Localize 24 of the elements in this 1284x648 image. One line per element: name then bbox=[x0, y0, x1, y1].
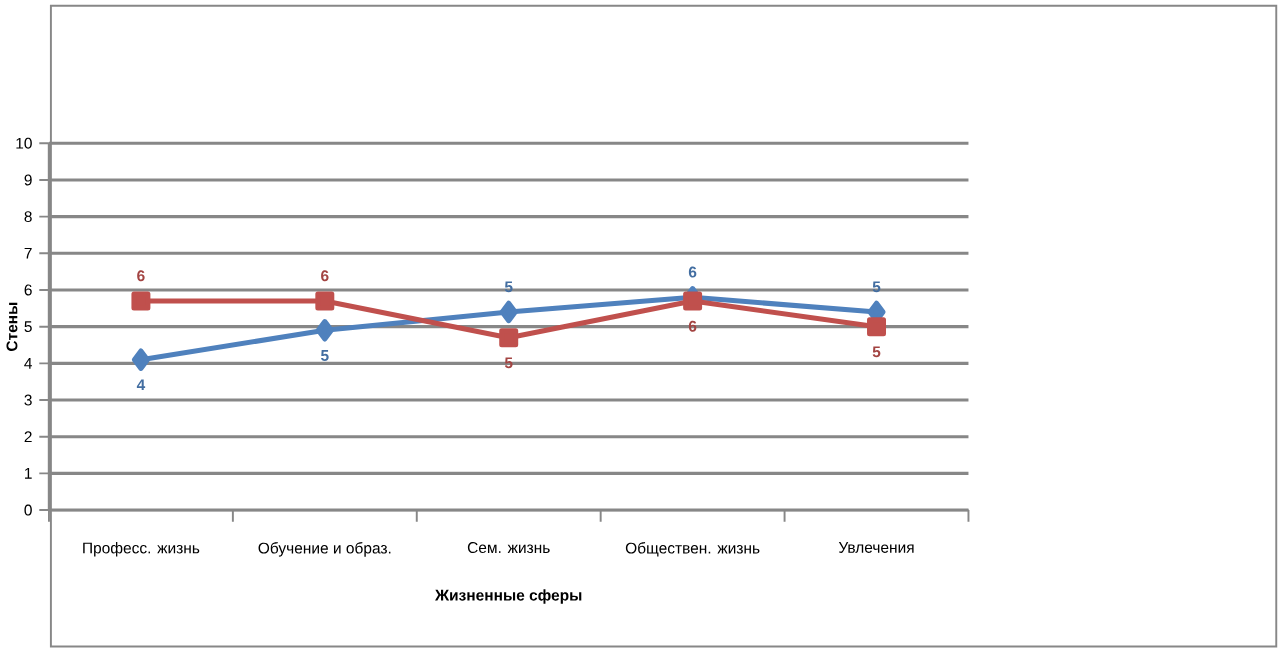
x-tick-label: Увлечения bbox=[838, 541, 914, 553]
y-tick-label: 6 bbox=[24, 284, 32, 296]
y-tick-label: 4 bbox=[24, 357, 33, 369]
y-tick-label: 9 bbox=[24, 174, 32, 186]
x-axis-title: Жизненные сферы bbox=[435, 589, 582, 604]
data-label: 5 bbox=[872, 346, 881, 357]
data-label: 6 bbox=[321, 270, 329, 282]
y-tick-label: 10 bbox=[16, 137, 32, 149]
y-tick-label: 0 bbox=[24, 504, 32, 516]
x-tick-label: Сем. жизнь bbox=[467, 541, 550, 553]
x-tick-label: Обучение и образ. bbox=[258, 541, 391, 557]
y-tick-label: 5 bbox=[24, 321, 32, 332]
data-label: 4 bbox=[136, 379, 146, 390]
y-tick-label: 2 bbox=[24, 431, 32, 442]
y-tick-label: 3 bbox=[24, 394, 32, 406]
x-tick-label: Професс. жизнь bbox=[83, 541, 200, 557]
data-label: 6 bbox=[137, 270, 145, 282]
y-tick-label: 7 bbox=[24, 247, 32, 259]
y-tick-label: 8 bbox=[24, 210, 32, 222]
data-label: 5 bbox=[321, 349, 329, 361]
y-tick-label: 1 bbox=[25, 467, 32, 479]
y-axis-title: Стены bbox=[6, 302, 18, 351]
x-tick-label: Обществен. жизнь bbox=[625, 541, 760, 557]
data-label: 6 bbox=[688, 266, 697, 278]
